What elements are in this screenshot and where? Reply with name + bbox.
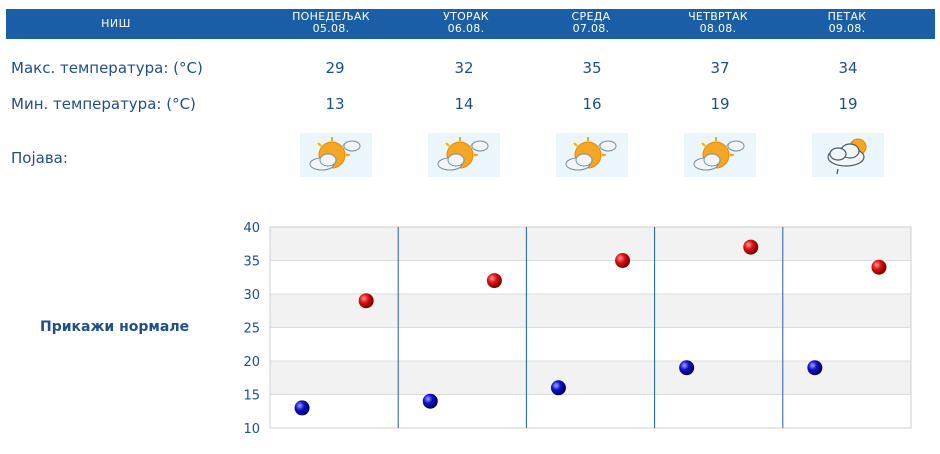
max-temp-point [486, 273, 502, 289]
day-name: ПЕТАК [827, 10, 867, 23]
sun-behind-cloud-icon [556, 133, 628, 177]
day-name: ПОНЕДЕЉАК [292, 10, 370, 23]
sun-behind-cloud-icon [300, 133, 372, 177]
forecast-header: НИШ ПОНЕДЕЉАК 05.08. УТОРАК 06.08. СРЕДА… [6, 9, 935, 39]
max-temp-point [358, 293, 374, 309]
y-tick-label: 10 [243, 422, 260, 437]
plot-band [270, 361, 911, 395]
min-temp-point [294, 400, 310, 416]
min-temp-label: Мин. температура: (°C) [11, 95, 196, 113]
y-tick-label: 15 [243, 389, 260, 404]
min-temp-value: 14 [454, 95, 474, 113]
min-temp-point [550, 380, 566, 396]
show-normals-link[interactable]: Прикажи нормале [40, 319, 190, 335]
phenomenon-label: Појава: [11, 149, 68, 167]
min-temp-point [807, 360, 823, 376]
city-name: НИШ [101, 17, 131, 30]
day-date: 09.08. [828, 22, 866, 35]
max-temp-value: 29 [325, 59, 345, 77]
plot-band [270, 327, 911, 361]
max-temp-point [743, 239, 759, 255]
y-tick-label: 20 [243, 355, 260, 370]
min-temp-value: 19 [838, 95, 858, 113]
day-date: 08.08. [699, 22, 737, 35]
min-temp-value: 19 [710, 95, 730, 113]
day-date: 07.08. [572, 22, 610, 35]
day-header-3: СРЕДА 07.08. [536, 9, 646, 39]
plot-border [269, 226, 912, 429]
day-header-2: УТОРАК 06.08. [411, 9, 521, 39]
min-temp-value: 13 [325, 95, 345, 113]
min-temp-point [679, 360, 695, 376]
max-temp-label: Макс. температура: (°C) [11, 59, 203, 77]
day-date: 05.08. [312, 22, 350, 35]
sun-behind-cloud-icon [428, 133, 500, 177]
min-temp-point [422, 393, 438, 409]
plot-band [270, 227, 911, 261]
day-header-5: ПЕТАК 09.08. [792, 9, 902, 39]
max-temp-point [615, 253, 631, 268]
max-temp-value: 32 [454, 59, 474, 77]
max-temp-value: 35 [582, 59, 602, 77]
y-tick-label: 40 [243, 221, 260, 236]
y-tick-label: 35 [243, 255, 260, 270]
cloud-with-rain-icon [812, 133, 884, 177]
y-tick-label: 30 [243, 288, 260, 303]
min-temp-value: 16 [582, 95, 602, 113]
day-name: ЧЕТВРТАК [688, 10, 748, 23]
max-temp-value: 34 [838, 59, 858, 77]
day-header-4: ЧЕТВРТАК 08.08. [663, 9, 773, 39]
max-temp-value: 37 [710, 59, 730, 77]
sun-behind-cloud-icon [684, 133, 756, 177]
plot-band [270, 394, 911, 428]
day-name: СРЕДА [571, 10, 611, 23]
day-date: 06.08. [447, 22, 485, 35]
max-temp-point [871, 259, 887, 275]
plot-band [270, 294, 911, 328]
day-name: УТОРАК [443, 10, 489, 23]
day-header-1: ПОНЕДЕЉАК 05.08. [276, 9, 386, 39]
y-tick-label: 25 [243, 322, 260, 337]
plot-band [270, 260, 911, 294]
